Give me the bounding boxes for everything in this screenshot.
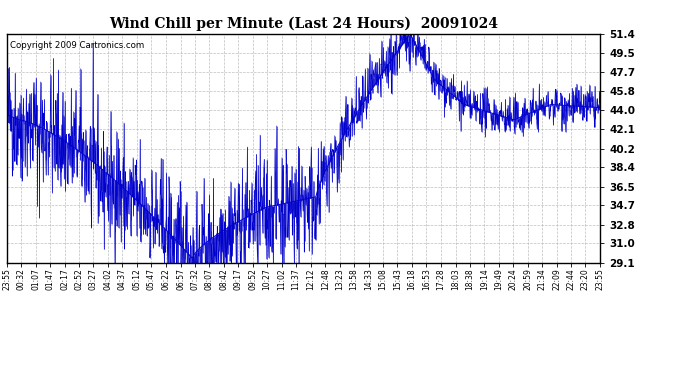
Text: Copyright 2009 Cartronics.com: Copyright 2009 Cartronics.com [10,40,144,50]
Title: Wind Chill per Minute (Last 24 Hours)  20091024: Wind Chill per Minute (Last 24 Hours) 20… [109,17,498,31]
